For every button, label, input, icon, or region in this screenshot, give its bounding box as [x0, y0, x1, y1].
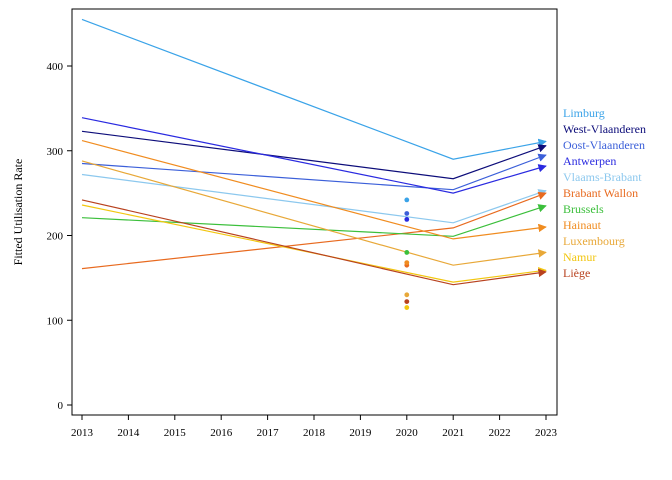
- series-line-limburg: [81, 18, 547, 160]
- series-lines: [81, 18, 547, 286]
- y-tick-label: 400: [47, 61, 64, 73]
- point-2020-antwerpen: [404, 216, 410, 222]
- series-line-luxembourg: [81, 160, 547, 266]
- series-line-li-ge: [81, 199, 547, 286]
- series-line-antwerpen: [81, 117, 547, 194]
- legend-label-vlaams-brabant: Vlaams-Brabant: [563, 170, 642, 184]
- x-tick-label: 2023: [535, 427, 558, 439]
- y-axis: 0 100 200 300 400: [47, 61, 72, 412]
- plot-area: [71, 8, 558, 416]
- x-tick-label: 2019: [349, 427, 372, 439]
- y-tick-label: 300: [47, 146, 64, 158]
- y-tick-label: 0: [58, 400, 64, 412]
- y-tick-label: 200: [47, 231, 64, 243]
- series-line-namur: [81, 204, 547, 283]
- series-line-vlaams-brabant: [81, 173, 547, 224]
- legend-label-oost-vlaanderen: Oost-Vlaanderen: [563, 138, 645, 152]
- x-tick-label: 2020: [396, 427, 419, 439]
- point-2020-hainaut: [404, 260, 410, 266]
- point-2020-namur: [404, 305, 410, 310]
- point-2020-limburg: [404, 197, 410, 203]
- x-tick-label: 2022: [489, 427, 511, 439]
- x-tick-label: 2021: [442, 427, 464, 439]
- legend-label-namur: Namur: [563, 250, 596, 264]
- x-tick-label: 2017: [257, 427, 280, 439]
- y-axis-title: Fitted Utilisation Rate: [11, 159, 25, 266]
- point-2020-luxembourg: [404, 292, 410, 298]
- x-tick-label: 2016: [210, 427, 233, 439]
- legend: Limburg West-Vlaanderen Oost-Vlaanderen Ant…: [563, 106, 646, 280]
- legend-label-brabant-wallon: Brabant Wallon: [563, 186, 638, 200]
- legend-label-west-vlaanderen: West-Vlaanderen: [563, 122, 646, 136]
- series-line-brabant-wallon: [81, 191, 547, 270]
- point-2020-brussels: [404, 250, 410, 255]
- y-tick-label: 100: [47, 315, 64, 327]
- x-tick-label: 2015: [164, 427, 187, 439]
- legend-label-li-ge: Liège: [563, 266, 590, 280]
- legend-label-brussels: Brussels: [563, 202, 604, 216]
- legend-label-limburg: Limburg: [563, 106, 605, 120]
- series-line-west-vlaanderen: [81, 130, 547, 180]
- x-tick-label: 2018: [303, 427, 326, 439]
- legend-label-hainaut: Hainaut: [563, 218, 602, 232]
- x-tick-label: 2014: [117, 427, 140, 439]
- points-2020: [404, 197, 410, 310]
- point-2020-oost-vlaanderen: [404, 211, 410, 216]
- series-line-brussels: [81, 204, 547, 237]
- x-tick-label: 2013: [71, 427, 94, 439]
- series-line-oost-vlaanderen: [81, 153, 547, 191]
- legend-label-luxembourg: Luxembourg: [563, 234, 625, 248]
- point-2020-li-ge: [404, 299, 410, 305]
- x-axis: 2013 2014 2015 2016 2017 2018 2019 2020 2021 2022…: [71, 415, 558, 439]
- legend-label-antwerpen: Antwerpen: [563, 154, 616, 168]
- series-line-hainaut: [81, 140, 547, 240]
